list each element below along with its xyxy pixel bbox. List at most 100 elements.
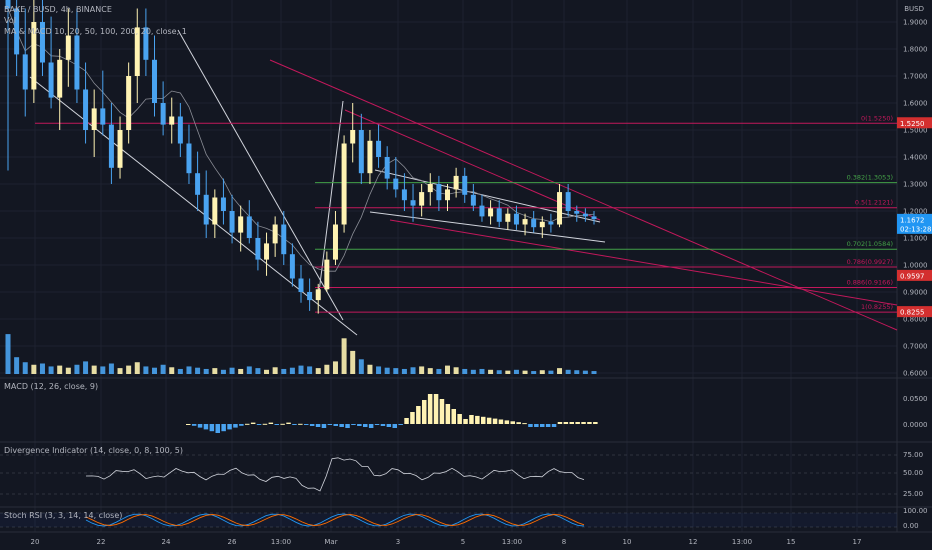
- volume-bar: [574, 370, 580, 374]
- candle-body: [332, 224, 338, 260]
- candle-body: [324, 259, 330, 290]
- macd-histogram-bar: [333, 424, 338, 426]
- candle-body: [117, 130, 123, 168]
- volume-bar: [108, 363, 114, 374]
- candle-body: [401, 189, 407, 201]
- macd-histogram-bar: [522, 423, 527, 425]
- macd-histogram-bar: [233, 424, 238, 428]
- volume-bar: [220, 369, 226, 374]
- macd-histogram-bar: [351, 424, 356, 425]
- macd-histogram-bar: [280, 423, 285, 425]
- candle-body: [531, 219, 537, 228]
- macd-histogram-bar: [557, 422, 563, 424]
- macd-histogram-bar: [492, 418, 498, 424]
- moving-average-line: [7, 8, 595, 272]
- macd-histogram-bar: [386, 424, 392, 427]
- volume-bar: [350, 350, 356, 374]
- candle-body: [574, 211, 580, 214]
- volume-bar: [31, 364, 37, 374]
- price-label-tag: [897, 269, 932, 281]
- volume-bar: [264, 369, 270, 374]
- time-tick-label: 8: [562, 538, 566, 546]
- macd-histogram-bar: [510, 421, 515, 424]
- volume-bar: [427, 368, 433, 374]
- volume-bar: [298, 365, 304, 374]
- macd-histogram-bar: [227, 424, 232, 430]
- candle-body: [453, 175, 459, 190]
- volume-bar: [134, 362, 140, 374]
- volume-bar: [505, 370, 511, 374]
- price-tick-label: 1.0000: [903, 262, 928, 270]
- time-tick-label: 3: [396, 538, 400, 546]
- time-tick-label: 17: [853, 538, 862, 546]
- macd-histogram-bar: [498, 419, 504, 424]
- candle-body: [539, 221, 545, 228]
- price-tick-label: 1.5000: [903, 127, 928, 135]
- candle-body: [108, 124, 114, 168]
- fib-level-label: 0.702(1.0584): [847, 240, 893, 248]
- candle-body: [350, 130, 356, 144]
- indicator-legend: MA & MACD 10, 20, 50, 100, 200, 20, clos…: [4, 27, 187, 36]
- candle-body: [14, 8, 20, 55]
- volume-bar: [289, 367, 295, 374]
- macd-histogram-bar: [563, 422, 569, 424]
- macd-histogram-bar: [186, 424, 191, 425]
- macd-histogram-bar: [250, 422, 256, 424]
- macd-histogram-bar: [581, 422, 586, 424]
- candle-body: [479, 205, 485, 217]
- volume-bar: [358, 359, 364, 374]
- candle-body: [548, 221, 554, 225]
- volume-bar: [160, 364, 166, 374]
- macd-histogram-bar: [357, 424, 362, 426]
- candle-body: [470, 194, 476, 206]
- time-tick-label: 13:00: [732, 538, 752, 546]
- volume-bar: [152, 367, 157, 374]
- divergence-tick-label: 50.00: [903, 469, 923, 477]
- candle-body: [169, 116, 175, 125]
- support-trendline: [389, 219, 898, 306]
- candle-body: [57, 59, 63, 98]
- candle-body: [134, 27, 140, 76]
- macd-histogram-bar: [593, 422, 598, 424]
- macd-histogram-bar: [321, 424, 327, 428]
- stoch-tick-label: 100.00: [903, 507, 928, 515]
- macd-histogram-bar: [374, 424, 380, 425]
- volume-bar: [376, 366, 382, 374]
- volume-bar: [531, 371, 537, 374]
- volume-bar: [91, 365, 97, 374]
- macd-histogram-bar: [262, 423, 268, 425]
- macd-histogram-bar: [463, 419, 468, 424]
- long-resistance-line: [269, 59, 898, 331]
- price-label-value: 0.9597: [900, 272, 925, 280]
- candle-body: [177, 116, 183, 144]
- volume-bar: [565, 369, 571, 374]
- macd-histogram-bar: [416, 406, 421, 424]
- macd-histogram-bar: [392, 424, 397, 428]
- volume-bar: [117, 368, 123, 374]
- volume-legend: Vol: [4, 16, 16, 25]
- macd-histogram-bar: [298, 423, 303, 425]
- volume-bar: [445, 365, 450, 374]
- macd-histogram-bar: [315, 424, 321, 427]
- macd-histogram-bar: [191, 424, 197, 426]
- candle-body: [186, 143, 192, 174]
- macd-histogram-bar: [368, 424, 374, 428]
- macd-histogram-bar: [404, 418, 409, 424]
- symbol-title[interactable]: BAKE / BUSD, 4h, BINANCE: [4, 5, 112, 14]
- volume-bar: [238, 368, 244, 374]
- macd-histogram-bar: [569, 422, 574, 424]
- volume-bar: [488, 369, 494, 374]
- macd-histogram-bar: [551, 424, 557, 427]
- volume-bar: [255, 368, 261, 374]
- macd-histogram-bar: [445, 404, 451, 424]
- macd-histogram-bar: [575, 422, 580, 424]
- macd-histogram-bar: [363, 424, 368, 427]
- time-tick-label: 20: [31, 538, 40, 546]
- countdown-label: 02:13:28: [900, 225, 931, 233]
- candle-body: [255, 238, 261, 260]
- volume-bar: [65, 367, 71, 374]
- time-tick-label: 5: [461, 538, 465, 546]
- macd-histogram-bar: [540, 424, 545, 427]
- candle-body: [582, 213, 588, 217]
